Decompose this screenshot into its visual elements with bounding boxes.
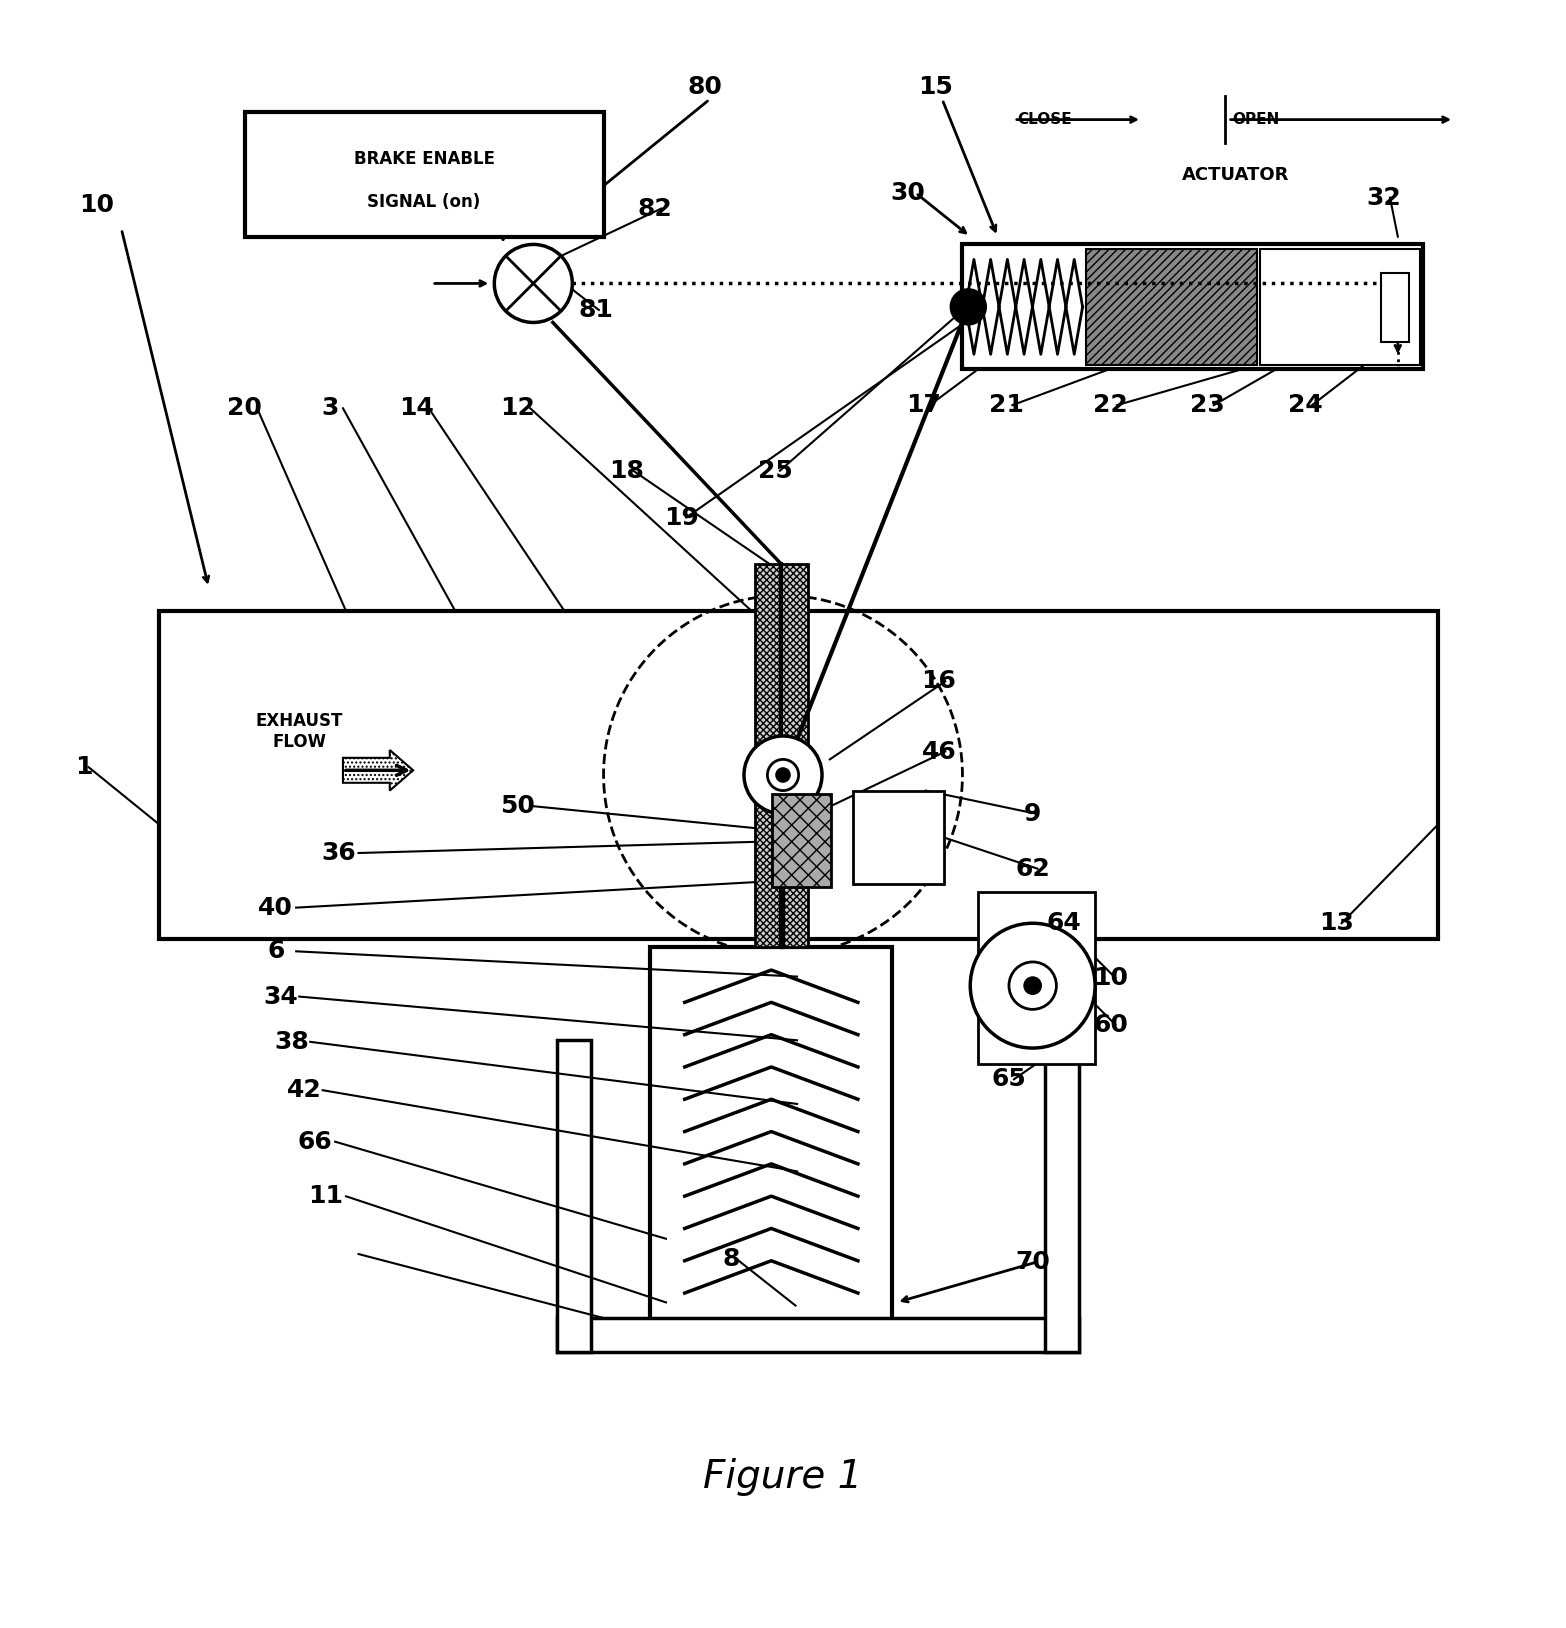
Text: 10: 10	[1093, 965, 1128, 990]
Circle shape	[1023, 977, 1041, 995]
Bar	[963, 244, 1423, 370]
Text: SIGNAL (on): SIGNAL (on)	[368, 192, 481, 210]
Text: 10: 10	[78, 194, 114, 218]
Circle shape	[775, 767, 791, 783]
Bar	[1261, 249, 1420, 365]
Text: 82: 82	[637, 197, 672, 220]
Text: 65: 65	[991, 1068, 1027, 1091]
Bar	[772, 794, 832, 887]
Text: 14: 14	[399, 396, 434, 420]
Text: 40: 40	[258, 895, 293, 920]
Text: 62: 62	[1015, 856, 1051, 881]
Text: 22: 22	[1093, 394, 1128, 417]
Circle shape	[495, 244, 572, 322]
Text: 64: 64	[1046, 912, 1081, 934]
Bar	[853, 791, 944, 884]
Text: 81: 81	[578, 298, 614, 322]
Text: 30: 30	[891, 181, 926, 205]
Text: 34: 34	[263, 985, 298, 1009]
Text: 38: 38	[274, 1031, 309, 1053]
Text: 21: 21	[988, 394, 1024, 417]
Text: 25: 25	[758, 459, 792, 484]
Text: Figure 1: Figure 1	[703, 1459, 863, 1496]
Text: 46: 46	[922, 739, 957, 764]
Text: 6: 6	[268, 939, 285, 964]
Text: 32: 32	[1367, 186, 1402, 210]
Bar	[650, 946, 893, 1322]
Text: 16: 16	[922, 669, 957, 694]
Text: 50: 50	[500, 794, 536, 819]
Text: 24: 24	[1289, 394, 1323, 417]
Bar	[755, 565, 808, 946]
Circle shape	[949, 288, 987, 326]
Bar	[557, 1040, 590, 1353]
Circle shape	[744, 736, 822, 814]
Bar	[244, 112, 603, 236]
Text: BRAKE ENABLE: BRAKE ENABLE	[354, 150, 495, 168]
Text: 18: 18	[609, 459, 644, 484]
Polygon shape	[343, 751, 413, 791]
Text: 8: 8	[723, 1247, 741, 1271]
Text: OPEN: OPEN	[1232, 112, 1279, 127]
Text: 80: 80	[687, 75, 722, 99]
Text: CLOSE: CLOSE	[1016, 112, 1071, 127]
Text: 17: 17	[907, 394, 941, 417]
Text: 60: 60	[1093, 1013, 1128, 1037]
Text: 11: 11	[309, 1184, 343, 1208]
Bar	[979, 892, 1095, 1063]
Bar	[1381, 274, 1409, 342]
Text: ACTUATOR: ACTUATOR	[1182, 166, 1289, 184]
Text: 3: 3	[321, 396, 340, 420]
Text: 15: 15	[919, 75, 954, 99]
Circle shape	[767, 759, 799, 791]
Text: 13: 13	[1320, 912, 1355, 934]
Bar	[1085, 249, 1257, 365]
Bar	[557, 1319, 1079, 1353]
Text: 70: 70	[1015, 1250, 1051, 1273]
Text: 36: 36	[321, 842, 355, 864]
Text: 19: 19	[664, 506, 698, 529]
Bar	[158, 610, 1439, 939]
Text: 1: 1	[75, 755, 92, 780]
Text: EXHAUST
FLOW: EXHAUST FLOW	[255, 711, 343, 751]
Circle shape	[1009, 962, 1057, 1009]
Bar	[1045, 1040, 1079, 1353]
Text: 23: 23	[1190, 394, 1225, 417]
Text: 12: 12	[500, 396, 536, 420]
Text: 20: 20	[227, 396, 262, 420]
Circle shape	[971, 923, 1095, 1048]
Text: 42: 42	[287, 1078, 321, 1102]
Text: 66: 66	[298, 1130, 332, 1154]
Text: 9: 9	[1024, 803, 1041, 825]
